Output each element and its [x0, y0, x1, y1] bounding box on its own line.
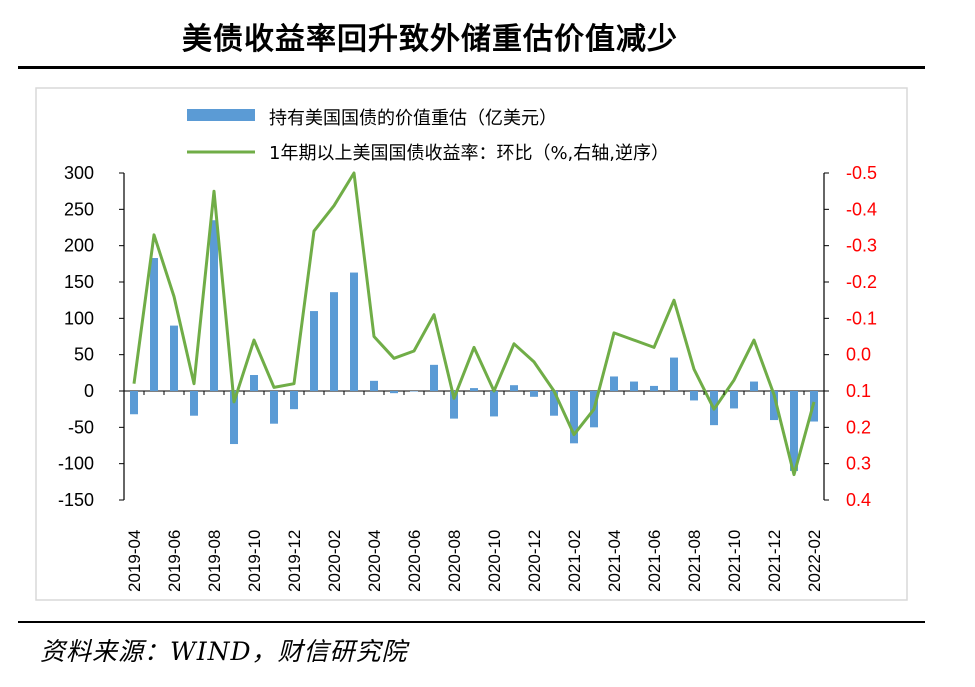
legend-line-label: 1年期以上美国国债收益率：环比（%,右轴,逆序）: [269, 143, 669, 164]
bar-2020-09: [470, 388, 478, 391]
legend-bar-label: 持有美国国债的价值重估（亿美元）: [269, 108, 557, 129]
right-axis-tick-label: 0.3: [846, 454, 871, 474]
right-axis-tick-label: 0.0: [846, 345, 871, 365]
bar-2021-04: [610, 376, 618, 391]
x-axis-tick-label: 2020-08: [445, 530, 464, 592]
bar-2020-08: [450, 391, 458, 419]
bar-2020-01: [310, 311, 318, 391]
source-note: 资料来源：WIND，财信研究院: [40, 637, 408, 666]
bar-2021-07: [670, 357, 678, 391]
left-axis-tick-label: -150: [58, 490, 94, 510]
x-axis-tick-label: 2019-06: [165, 530, 184, 592]
x-axis-tick-label: 2019-10: [245, 530, 264, 592]
right-axis-tick-label: -0.2: [846, 272, 877, 292]
bar-2020-05: [390, 391, 398, 394]
right-axis-tick-label: -0.1: [846, 308, 877, 328]
legend-bar-swatch: [187, 109, 255, 121]
plot-frame: [35, 87, 908, 601]
x-axis-tick-label: 2019-12: [285, 530, 304, 592]
bar-2020-02: [330, 292, 338, 391]
x-axis-tick-label: 2020-04: [365, 530, 384, 592]
left-axis-tick-label: 50: [74, 345, 94, 365]
right-axis-tick-label: -0.4: [846, 199, 877, 219]
bar-2019-06: [170, 325, 178, 391]
x-axis-tick-label: 2021-08: [685, 530, 704, 592]
bar-2019-04: [130, 391, 138, 415]
left-axis-tick-label: 0: [84, 381, 94, 401]
x-axis-tick-label: 2019-04: [125, 530, 144, 592]
x-axis-tick-label: 2020-12: [525, 530, 544, 592]
right-axis-tick-label: 0.4: [846, 490, 871, 510]
bar-2021-11: [750, 381, 758, 391]
bar-2020-12: [530, 391, 538, 397]
bar-2020-07: [430, 364, 438, 391]
bar-2019-10: [250, 375, 258, 391]
bar-2019-05: [150, 258, 158, 391]
bar-2020-10: [490, 391, 498, 417]
x-axis-tick-label: 2021-04: [605, 530, 624, 592]
top-divider: [18, 66, 925, 69]
x-axis-tick-label: 2020-10: [485, 530, 504, 592]
bar-2021-06: [650, 385, 658, 391]
x-axis-tick-label: 2021-02: [565, 530, 584, 592]
yield-change-line: [132, 171, 816, 477]
bar-2020-04: [370, 380, 378, 391]
left-axis-tick-label: -50: [68, 417, 94, 437]
right-axis-tick-label: 0.2: [846, 417, 871, 437]
right-axis-tick-label: 0.1: [846, 381, 871, 401]
right-axis-tick-label: -0.3: [846, 236, 877, 256]
bar-2019-12: [290, 391, 298, 410]
bar-2020-11: [510, 385, 518, 391]
left-axis-tick-label: 250: [64, 199, 94, 219]
bar-2019-11: [270, 391, 278, 424]
x-axis-tick-label: 2022-02: [805, 530, 824, 592]
bottom-divider: [18, 621, 925, 623]
bar-2020-06: [410, 391, 418, 392]
bar-2019-08: [210, 220, 218, 391]
x-axis-tick-label: 2020-06: [405, 530, 424, 592]
x-axis-tick-label: 2021-12: [765, 530, 784, 592]
chart-title: 美债收益率回升致外储重估价值减少: [182, 22, 678, 57]
left-axis-tick-label: 200: [64, 236, 94, 256]
x-axis-tick-label: 2019-08: [205, 530, 224, 592]
bar-2022-01: [790, 391, 798, 471]
bar-2021-01: [550, 391, 558, 416]
left-axis-tick-label: 300: [64, 163, 94, 183]
bar-2021-02: [570, 391, 578, 444]
right-axis-tick-label: -0.5: [846, 163, 877, 183]
bar-2019-09: [230, 391, 238, 445]
left-axis-tick-label: 150: [64, 272, 94, 292]
left-axis-tick-label: -100: [58, 454, 94, 474]
bar-2019-07: [190, 391, 198, 416]
bar-2021-05: [630, 381, 638, 391]
bar-2021-10: [730, 391, 738, 409]
bar-2021-08: [690, 391, 698, 401]
x-axis-tick-label: 2020-02: [325, 530, 344, 592]
x-axis-tick-label: 2021-06: [645, 530, 664, 592]
left-axis-tick-label: 100: [64, 308, 94, 328]
bar-2021-12: [770, 391, 778, 421]
bar-2020-03: [350, 272, 358, 391]
x-axis-tick-label: 2021-10: [725, 530, 744, 592]
